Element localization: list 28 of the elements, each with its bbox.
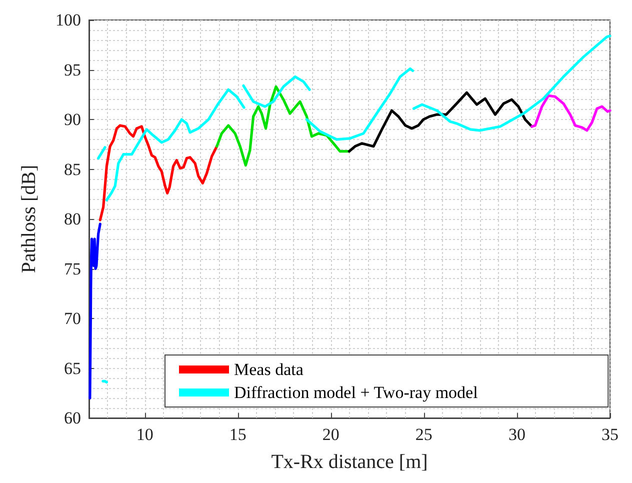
y-tick-label: 70 [64, 309, 81, 328]
line-series [88, 222, 102, 400]
line-series [105, 88, 246, 202]
x-tick-label: 20 [322, 425, 340, 444]
y-tick-label: 95 [64, 60, 81, 80]
y-tick-label: 100 [56, 10, 81, 30]
x-tick-label: 10 [136, 425, 154, 444]
x-tick-label: 30 [508, 425, 526, 444]
y-tick-label: 80 [64, 210, 81, 228]
y-tick-label: 85 [64, 160, 81, 179]
y-tick-label: 75 [64, 259, 81, 278]
line-series [530, 94, 612, 132]
x-tick-label: 15 [229, 425, 246, 444]
legend-label: Diffraction model + Two-ray model [234, 383, 478, 402]
x-tick-label: 35 [602, 425, 618, 444]
line-series [348, 91, 534, 153]
y-axis-title: Pathloss [dB] [18, 164, 40, 274]
line-series [98, 124, 218, 222]
y-tick-label: 65 [64, 358, 81, 378]
x-tick-label: 25 [415, 425, 432, 444]
y-tick-label: 90 [64, 110, 81, 129]
legend-label: Meas data [234, 360, 304, 379]
line-series [242, 75, 311, 108]
line-series [305, 67, 414, 141]
y-tick-label: 60 [64, 408, 81, 428]
x-axis-title: Tx-Rx distance [m] [271, 451, 428, 473]
line-series [216, 85, 350, 167]
line-series [412, 34, 612, 132]
